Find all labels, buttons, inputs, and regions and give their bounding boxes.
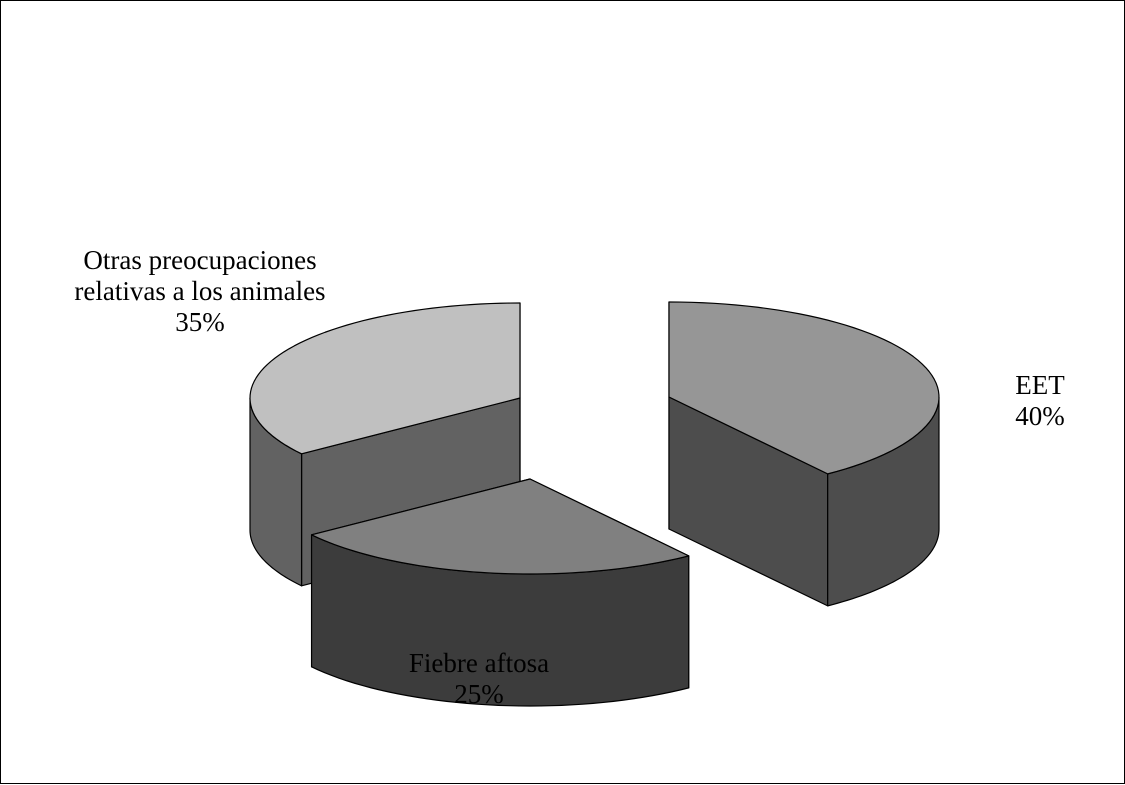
slice-label-0: EET 40%	[1015, 370, 1065, 431]
pie-labels: EET 40% Fiebre aftosa 25% Otras preocupacion…	[74, 245, 1065, 709]
slice-0-top	[668, 301, 940, 475]
slice-value-label-2: 35%	[175, 307, 225, 337]
slice-label-0-line-0: EET	[1015, 370, 1065, 400]
slice-label-2: Otras preocupaciones relativas a los anim…	[74, 245, 325, 337]
slice-value-label-0: 40%	[1015, 401, 1065, 431]
pie-slices	[249, 301, 940, 707]
pie-slice-1	[310, 478, 690, 707]
slice-label-2-line-1: relativas a los animales	[74, 276, 325, 306]
slice-2-top	[249, 302, 521, 455]
pie-slice-0	[668, 301, 940, 607]
slice-label-1-line-0: Fiebre aftosa	[409, 648, 549, 678]
slice-label-1: Fiebre aftosa 25%	[409, 648, 549, 709]
slice-label-2-line-0: Otras preocupaciones	[83, 245, 316, 275]
slice-1-top	[310, 478, 690, 575]
slice-value-label-1: 25%	[454, 679, 504, 709]
